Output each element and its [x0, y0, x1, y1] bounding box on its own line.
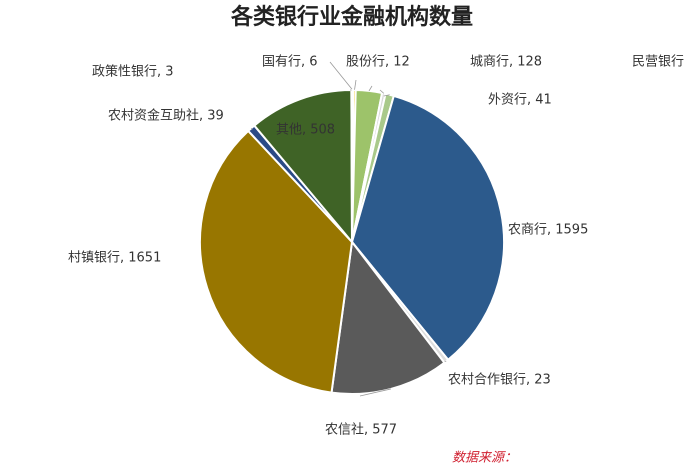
- data-label: 国有行, 6: [262, 55, 318, 70]
- data-label: 农信社, 577: [325, 422, 397, 438]
- chart-title: 各类银行业金融机构数量: [230, 4, 473, 30]
- data-label: 政策性银行, 3: [92, 64, 174, 80]
- data-label: 农村合作银行, 23: [448, 373, 551, 388]
- data-label: 外资行, 41: [488, 93, 552, 108]
- data-label: 城商行, 128: [470, 55, 542, 70]
- data-label: 民营银行: [632, 55, 684, 70]
- pie-slice: [351, 90, 352, 242]
- data-label: 农村资金互助社, 39: [108, 108, 224, 124]
- data-label: 村镇银行, 1651: [68, 251, 161, 266]
- data-label: 其他, 508: [276, 123, 335, 138]
- leader-line: [354, 80, 356, 90]
- data-label: 股份行, 12: [346, 55, 410, 70]
- source-note: 数据来源：: [452, 451, 517, 466]
- data-label: 农商行, 1595: [508, 223, 588, 238]
